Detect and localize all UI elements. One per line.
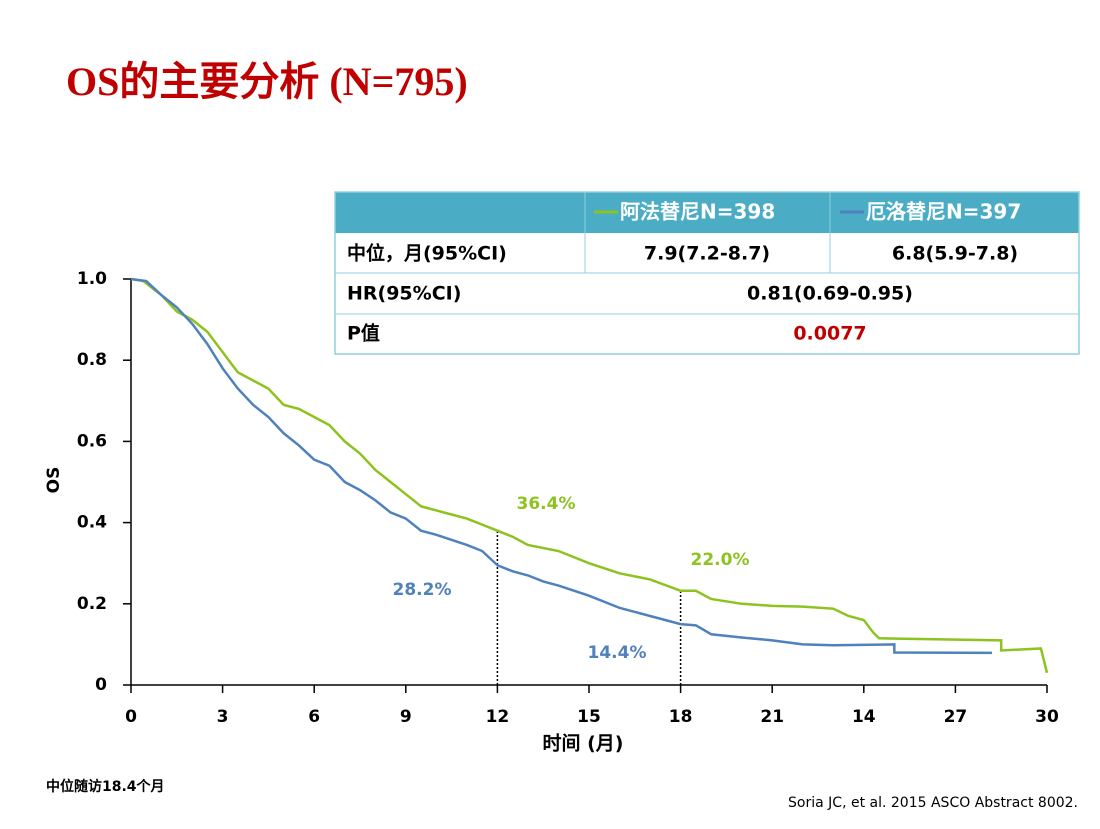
annotation: 36.4% [517, 494, 576, 514]
table-cell: 6.8(5.9-7.8) [892, 243, 1018, 265]
x-tick-label: 21 [760, 707, 784, 727]
annotation: 14.4% [588, 643, 647, 663]
survival-curve [130, 277, 1049, 674]
y-tick-label: 0.4 [77, 513, 107, 533]
table-cell: 0.0077 [793, 323, 866, 345]
x-tick-label: 3 [217, 707, 229, 727]
y-tick-label: 0 [95, 675, 107, 695]
stats-table: 中位，月(95%CI) 7.9(7.2-8.7) 6.8(5.9-7.8) HR… [334, 191, 1080, 355]
table-cell: 中位，月(95%CI) [347, 242, 507, 265]
x-tick-label: 18 [669, 707, 693, 727]
table-header [335, 192, 1079, 233]
table-cell: 7.9(7.2-8.7) [644, 243, 770, 265]
y-axis-label: OS [44, 467, 64, 494]
table-cell: P值 [347, 322, 380, 345]
legend-label: 厄洛替尼N=397 [866, 200, 1021, 224]
y-tick-label: 0.8 [77, 350, 107, 370]
y-tick-label: 0.2 [77, 594, 107, 614]
y-tick-label: 0.6 [77, 431, 107, 451]
slide-title: OS的主要分析 (N=795) [66, 59, 468, 104]
footnote: 中位随访18.4个月 [46, 778, 165, 795]
annotation: 22.0% [691, 550, 750, 570]
table-cell: 0.81(0.69-0.95) [747, 283, 913, 305]
x-tick-label: 6 [308, 707, 320, 727]
x-tick-label: 9 [400, 707, 412, 727]
annotation: 28.2% [393, 580, 452, 600]
citation: Soria JC, et al. 2015 ASCO Abstract 8002… [788, 795, 1078, 811]
y-tick-label: 1.0 [77, 269, 107, 289]
table-cell: HR(95%CI) [347, 283, 461, 305]
x-tick-label: 30 [1035, 707, 1059, 727]
x-tick-label: 0 [125, 707, 137, 727]
x-axis-label: 时间 (月) [543, 733, 624, 755]
x-tick-label: 14 [852, 707, 876, 727]
x-tick-label: 27 [944, 707, 968, 727]
survival-curve [130, 277, 993, 655]
x-tick-label: 12 [486, 707, 510, 727]
legend-label: 阿法替尼N=398 [620, 200, 775, 224]
x-tick-label: 15 [577, 707, 601, 727]
